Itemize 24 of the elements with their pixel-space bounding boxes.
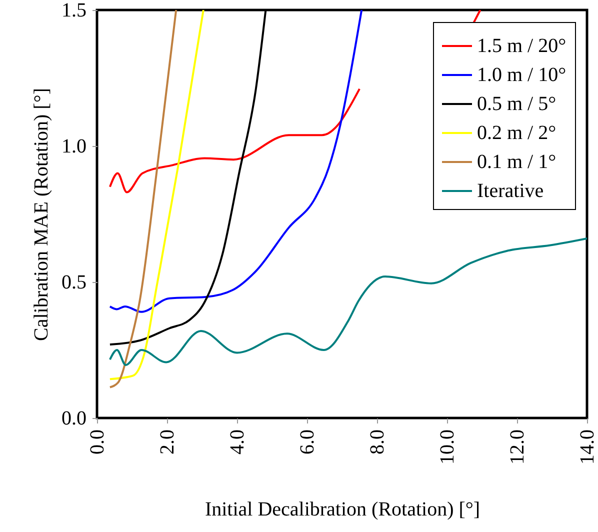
y-tick-label: 0.0	[62, 408, 86, 430]
x-axis-title: Initial Decalibration (Rotation) [°]	[204, 498, 480, 520]
y-axis-title: Calibration MAE (Rotation) [°]	[30, 88, 52, 341]
y-tick-label: 1.0	[62, 136, 86, 158]
x-tick-label: 14.0	[576, 430, 598, 464]
x-tick-label: 8.0	[366, 430, 388, 454]
legend-label: 1.0 m / 10°	[477, 64, 566, 86]
x-tick-label: 12.0	[506, 430, 528, 464]
x-tick-label: 2.0	[156, 430, 178, 454]
line-series	[108, 237, 587, 366]
legend-label: 0.2 m / 2°	[477, 122, 556, 144]
line-series	[108, 10, 178, 388]
legend-label: Iterative	[477, 180, 544, 202]
legend-label: 1.5 m / 20°	[477, 35, 566, 57]
legend-label: 0.5 m / 5°	[477, 93, 556, 115]
line-series	[108, 10, 363, 313]
x-tick-label: 4.0	[226, 430, 248, 454]
x-tick-label: 10.0	[436, 430, 458, 464]
y-tick-label: 0.5	[62, 272, 86, 294]
line-series	[108, 10, 204, 380]
x-tick-label: 0.0	[86, 430, 108, 454]
x-tick-label: 6.0	[296, 430, 318, 454]
y-tick-label: 1.5	[62, 0, 86, 22]
legend-label: 0.1 m / 1°	[477, 151, 556, 173]
